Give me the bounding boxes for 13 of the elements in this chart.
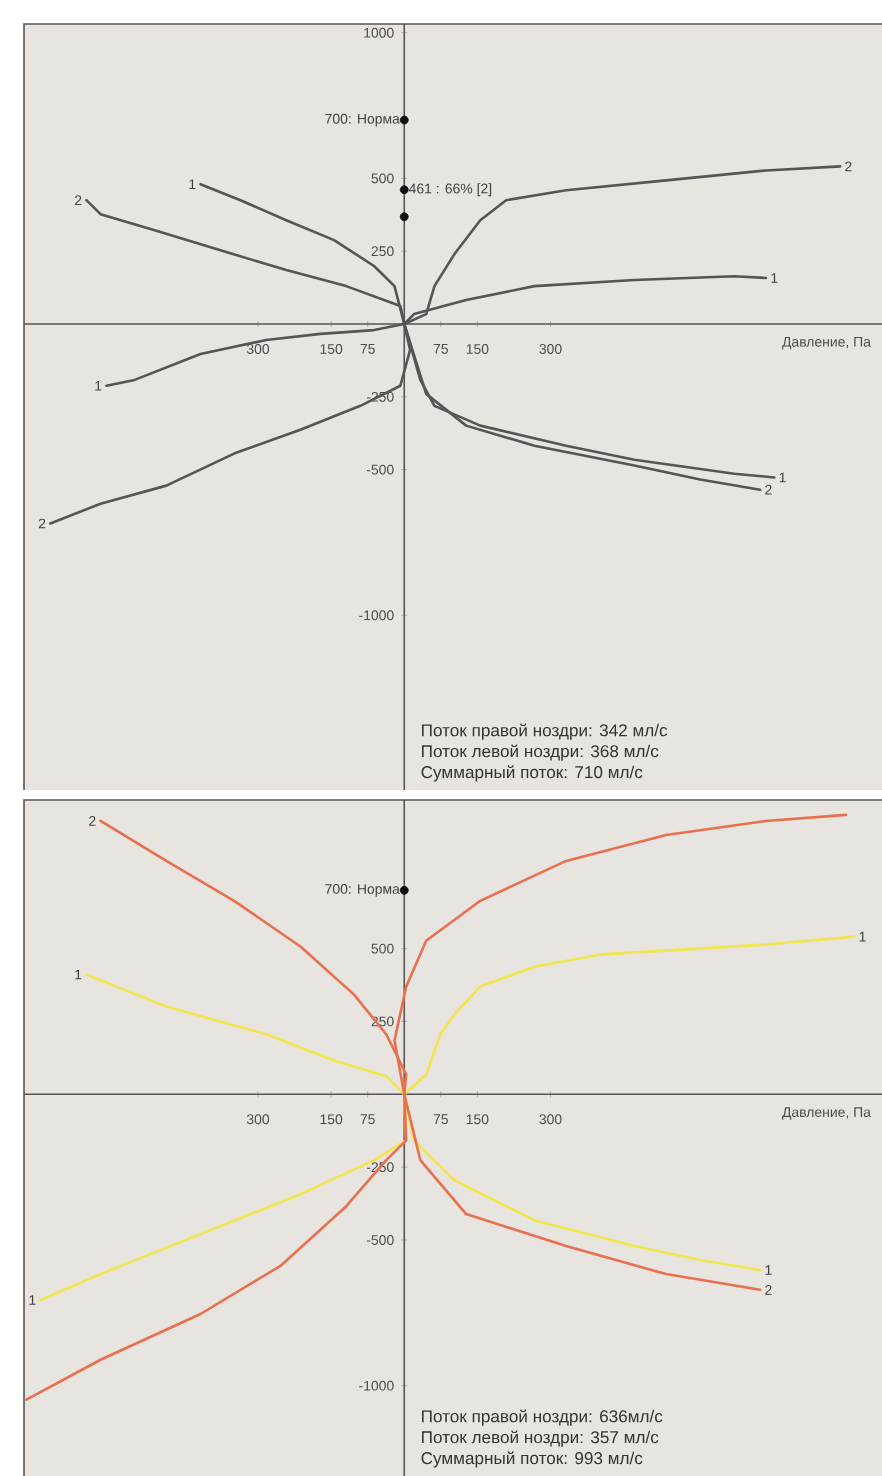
annotation: Поток правой ноздри: 636мл/с xyxy=(422,1409,663,1426)
annotation: Поток левой ноздри: 368 мл/с xyxy=(422,744,659,761)
annotation: Суммарный поток: 993 мл/с xyxy=(421,1451,643,1468)
annotation: Поток левой ноздри: 357 мл/с xyxy=(422,1430,659,1447)
point xyxy=(399,115,409,125)
line-series xyxy=(85,973,762,1272)
point xyxy=(399,212,409,222)
line-series xyxy=(99,819,762,1292)
annotation: Суммарный поток: 710 мл/с xyxy=(421,765,643,782)
line-series xyxy=(25,813,848,1401)
annotation: Поток правой ноздри: 342 мл/с xyxy=(422,723,668,740)
point xyxy=(399,185,409,195)
line-series xyxy=(39,935,856,1302)
